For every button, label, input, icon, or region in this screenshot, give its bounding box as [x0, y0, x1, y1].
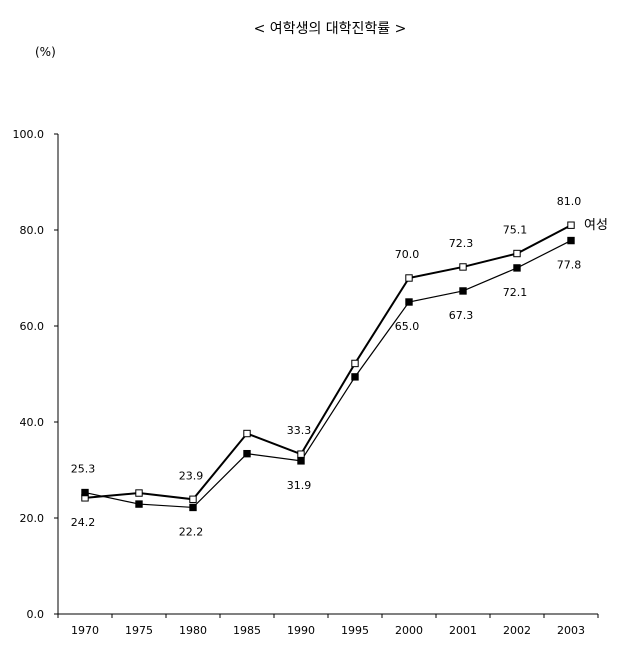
series-lines [84, 224, 572, 509]
x-tick-label: 1985 [233, 624, 261, 637]
data-label: 25.3 [71, 463, 96, 476]
x-axis-ticks: 1970 1975 1980 1985 1990 1995 2000 2001 2002 2003 [57, 614, 599, 637]
x-tick-label: 1975 [125, 624, 153, 637]
y-axis-ticks: 0.0 20.0 40.0 60.0 80.0 100.0 [13, 128, 58, 621]
series-line-1 [84, 240, 572, 509]
y-tick-label: 0.0 [27, 608, 45, 621]
open-marker-point [513, 249, 521, 258]
filled-marker-point [243, 449, 251, 458]
filled-marker-point [189, 503, 197, 512]
data-label: 65.0 [395, 320, 420, 333]
filled-marker-point [297, 457, 305, 465]
data-label: 75.1 [503, 224, 528, 237]
open-marker-point [243, 429, 251, 438]
x-tick-label: 2003 [557, 624, 585, 637]
chart-title: < 여학생의 대학진학률 > [254, 21, 407, 37]
data-label: 77.8 [557, 259, 582, 272]
data-label: 81.0 [557, 195, 582, 208]
data-label: 33.3 [287, 424, 312, 437]
series-line-0 [84, 224, 572, 501]
data-label: 31.9 [287, 479, 312, 492]
filled-marker-point [135, 500, 143, 508]
filled-marker-point [405, 298, 413, 306]
filled-marker-point [513, 264, 521, 272]
filled-marker-point [81, 488, 89, 497]
data-label: 67.3 [449, 309, 474, 322]
x-tick-label: 2000 [395, 624, 423, 637]
y-axis-unit: (%) [35, 45, 56, 59]
y-tick-label: 100.0 [13, 128, 45, 141]
open-marker-point [567, 221, 575, 229]
data-label: 72.1 [503, 286, 528, 299]
filled-marker-point [567, 236, 575, 245]
data-label: 70.0 [395, 248, 420, 261]
y-tick-label: 20.0 [20, 512, 45, 525]
filled-marker-point [351, 373, 359, 381]
open-marker-point [135, 489, 143, 497]
y-tick-label: 40.0 [20, 416, 45, 429]
y-tick-label: 80.0 [20, 224, 45, 237]
data-label: 23.9 [179, 469, 204, 482]
data-labels: 25.3 24.2 23.9 22.2 33.3 31.9 70.0 65.0 72.3 67.3… [71, 195, 582, 538]
filled-marker-point [459, 287, 467, 295]
data-label: 24.2 [71, 516, 96, 529]
x-tick-label: 1990 [287, 624, 315, 637]
x-tick-label: 2001 [449, 624, 477, 637]
series-markers [81, 221, 575, 512]
open-marker-point [351, 359, 359, 368]
open-marker-point [189, 495, 197, 503]
open-marker-point [405, 274, 413, 282]
open-marker-point [297, 450, 305, 458]
data-label: 72.3 [449, 237, 474, 250]
x-tick-label: 1980 [179, 624, 207, 637]
x-tick-label: 1995 [341, 624, 369, 637]
y-tick-label: 60.0 [20, 320, 45, 333]
data-label: 22.2 [179, 525, 204, 538]
open-marker-point [459, 263, 467, 271]
x-tick-label: 1970 [71, 624, 99, 637]
series-label-female: 여성 [584, 218, 608, 233]
x-tick-label: 2002 [503, 624, 531, 637]
